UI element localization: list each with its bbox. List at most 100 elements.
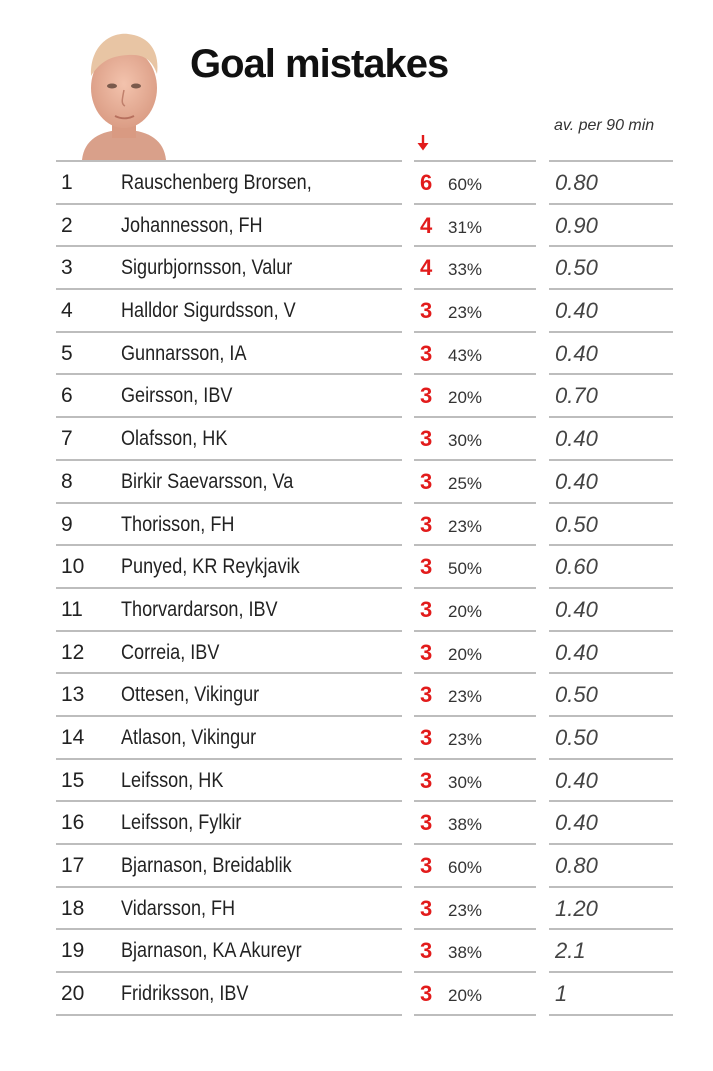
down-arrow-icon[interactable]	[416, 134, 430, 152]
rank-cell: 2	[61, 213, 73, 237]
mistakes-count-cell: 3	[420, 426, 433, 452]
table-row: 16 Leifsson, Fylkir 3 38% 0.40	[0, 802, 713, 845]
row-divider-avg	[549, 629, 673, 632]
avg-per-90-cell: 0.50	[555, 724, 598, 750]
table-row: 9 Thorisson, FH 3 23% 0.50	[0, 504, 713, 547]
row-divider-mistakes	[414, 672, 536, 675]
row-divider-avg	[549, 458, 673, 461]
mistakes-count-cell: 4	[420, 212, 433, 238]
mistakes-count-cell: 3	[420, 724, 433, 750]
mistake-percentage-cell: 43%	[448, 345, 483, 365]
player-name-cell: Atlason, Vikingur	[121, 725, 257, 749]
row-divider-mistakes	[414, 971, 536, 974]
avg-per-90-cell: 0.70	[555, 383, 598, 409]
mistake-percentage-cell: 50%	[448, 559, 483, 579]
row-divider-player	[56, 330, 402, 333]
row-divider-avg	[549, 1013, 673, 1016]
row-divider-avg	[549, 416, 673, 419]
rank-cell: 13	[61, 683, 85, 707]
player-name-cell: Ottesen, Vikingur	[121, 683, 260, 707]
rule-avg-col	[549, 160, 673, 162]
row-divider-player	[56, 586, 402, 589]
row-divider-mistakes	[414, 714, 536, 717]
player-name-cell: Fridriksson, IBV	[121, 982, 249, 1006]
avg-per-90-cell: 1	[555, 981, 568, 1007]
avg-per-90-header: av. per 90 min	[554, 117, 655, 134]
avg-per-90-cell: 2.1	[555, 938, 586, 964]
mistakes-count-cell: 6	[420, 170, 433, 195]
mistakes-count-cell: 3	[420, 767, 433, 793]
mistake-percentage-cell: 23%	[448, 687, 483, 707]
row-divider-avg	[549, 245, 673, 248]
rank-cell: 6	[61, 384, 73, 408]
mistake-percentage-cell: 30%	[448, 772, 483, 792]
rank-cell: 17	[61, 854, 85, 877]
rank-cell: 5	[61, 341, 73, 365]
rank-cell: 1	[61, 171, 73, 194]
table-row: 18 Vidarsson, FH 3 23% 1.20	[0, 888, 713, 931]
row-divider-player	[56, 971, 402, 974]
row-divider-avg	[549, 971, 673, 974]
mistakes-count-cell: 3	[420, 596, 433, 622]
player-avatar	[82, 33, 166, 160]
player-name-cell: Leifsson, HK	[121, 768, 224, 792]
row-divider-avg	[549, 757, 673, 760]
avg-per-90-cell: 0.80	[555, 853, 598, 878]
avg-per-90-cell: 0.40	[555, 767, 598, 793]
table-row: 14 Atlason, Vikingur 3 23% 0.50	[0, 717, 713, 760]
player-name-cell: Vidarsson, FH	[121, 896, 236, 920]
player-name-cell: Bjarnason, Breidablik	[121, 854, 292, 877]
mistake-percentage-cell: 20%	[448, 644, 483, 664]
player-name-cell: Johannesson, FH	[121, 213, 263, 237]
chart-title: Goal mistakes	[190, 42, 449, 86]
rank-cell: 8	[61, 469, 73, 493]
player-name-cell: Gunnarsson, IA	[121, 341, 247, 365]
row-divider-mistakes	[414, 1013, 536, 1016]
player-name-cell: Geirsson, IBV	[121, 384, 233, 408]
table-row: 15 Leifsson, HK 3 30% 0.40	[0, 760, 713, 803]
mistakes-count-cell: 3	[420, 981, 433, 1007]
row-divider-mistakes	[414, 928, 536, 931]
row-divider-avg	[549, 330, 673, 333]
avg-per-90-cell: 0.50	[555, 255, 598, 281]
avg-per-90-cell: 0.40	[555, 468, 598, 494]
avg-per-90-cell: 0.80	[555, 170, 598, 195]
row-divider-mistakes	[414, 373, 536, 376]
mistake-percentage-cell: 23%	[448, 900, 483, 920]
player-name-cell: Correia, IBV	[121, 640, 220, 664]
row-divider-mistakes	[414, 245, 536, 248]
mistakes-count-cell: 4	[420, 255, 433, 281]
mistakes-count-cell: 3	[420, 810, 433, 836]
player-name-cell: Thorvardarson, IBV	[121, 597, 278, 621]
row-divider-avg	[549, 843, 673, 845]
table-row: 17 Bjarnason, Breidablik 3 60% 0.80	[0, 845, 713, 888]
row-divider-avg	[549, 202, 673, 205]
row-divider-player	[56, 544, 402, 547]
row-divider-mistakes	[414, 202, 536, 205]
row-divider-player	[56, 458, 402, 461]
avg-per-90-cell: 0.40	[555, 639, 598, 665]
row-divider-mistakes	[414, 416, 536, 419]
row-divider-player	[56, 843, 402, 845]
row-divider-player	[56, 629, 402, 632]
ranking-table: 1 Rauschenberg Brorsen, 6 60% 0.80 2 Johanness…	[0, 162, 713, 1016]
row-divider-avg	[549, 672, 673, 675]
header-divider	[0, 160, 713, 162]
row-divider-player	[56, 416, 402, 419]
player-name-cell: Birkir Saevarsson, Va	[121, 469, 294, 493]
row-divider-player	[56, 800, 402, 803]
mistake-percentage-cell: 38%	[448, 943, 483, 963]
avg-per-90-cell: 1.20	[555, 895, 598, 921]
player-name-cell: Punyed, KR Reykjavik	[121, 555, 300, 579]
row-divider-player	[56, 288, 402, 291]
player-name-cell: Thorisson, FH	[121, 512, 235, 536]
mistake-percentage-cell: 20%	[448, 601, 483, 621]
row-divider-avg	[549, 714, 673, 717]
mistake-percentage-cell: 23%	[448, 729, 483, 749]
rank-cell: 12	[61, 640, 85, 664]
row-divider-mistakes	[414, 288, 536, 291]
row-divider-mistakes	[414, 843, 536, 845]
table-row: 7 Olafsson, HK 3 30% 0.40	[0, 418, 713, 461]
mistake-percentage-cell: 20%	[448, 986, 483, 1006]
mistake-percentage-cell: 38%	[448, 815, 483, 835]
